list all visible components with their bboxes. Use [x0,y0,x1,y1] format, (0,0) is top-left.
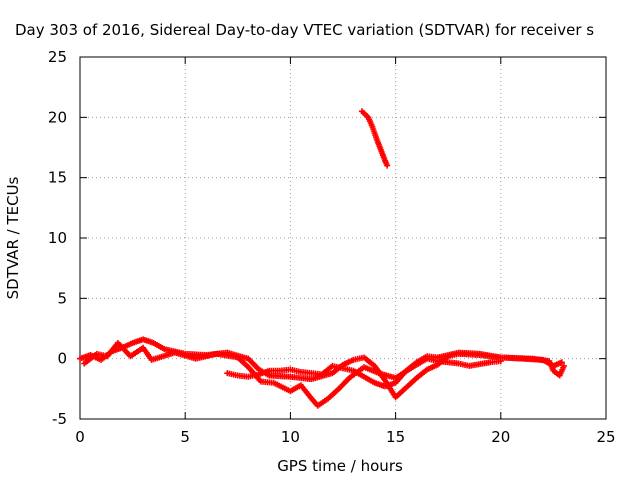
tick-labels: 0 5 10 15 20 25 -5 0 5 10 15 20 25 [48,48,616,446]
x-tick-label: 10 [281,428,300,446]
y-tick-label: 10 [48,229,67,247]
x-tick-label: 0 [75,428,85,446]
series-base-track-c [224,349,567,390]
chart-title: Day 303 of 2016, Sidereal Day-to-day VTE… [15,21,594,39]
grid [80,57,606,419]
y-tick-label: 0 [57,350,67,368]
x-tick-label: 25 [596,428,615,446]
y-tick-label: 15 [48,169,67,187]
y-axis-label: SDTVAR / TECUs [4,176,22,299]
y-tick-label: 20 [48,108,67,126]
y-tick-label: -5 [52,410,67,428]
data-point [560,362,567,369]
x-tick-label: 5 [180,428,190,446]
data-marks [77,108,567,409]
series-upper-segment [358,108,391,169]
x-tick-label: 20 [491,428,510,446]
y-tick-label: 25 [48,48,67,66]
data-point [384,162,391,169]
axes [79,56,607,420]
x-axis-label: GPS time / hours [277,457,403,475]
x-tick-label: 15 [386,428,405,446]
y-tick-label: 5 [57,289,67,307]
series-base-track-a [77,336,565,401]
data-point [558,359,565,366]
series-base-track-b [81,339,504,409]
